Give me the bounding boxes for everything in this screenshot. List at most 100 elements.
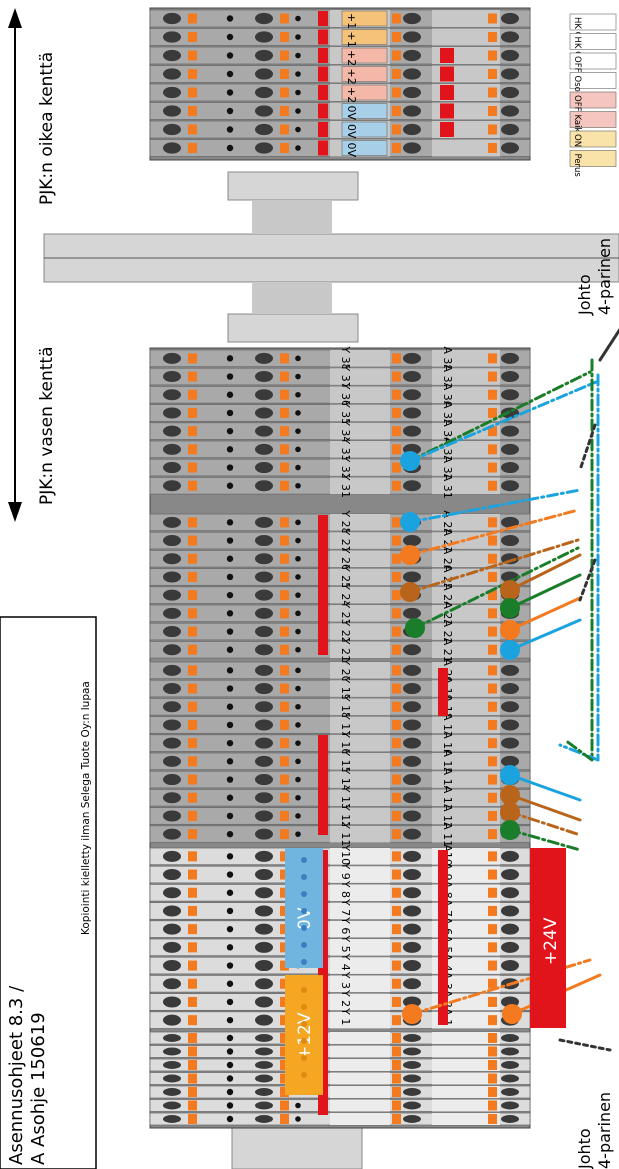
y-terminal-label: Y 8 bbox=[339, 880, 352, 898]
jumper-bar bbox=[318, 11, 328, 26]
screw-icon bbox=[501, 12, 519, 25]
screw-icon bbox=[403, 1061, 421, 1069]
screw-icon bbox=[255, 626, 273, 638]
spring-clamp-icon bbox=[280, 87, 289, 98]
spring-clamp-icon bbox=[488, 1087, 497, 1097]
spring-clamp-icon bbox=[188, 644, 197, 655]
screw-icon bbox=[163, 905, 181, 917]
y-terminal-label: Y 36 bbox=[339, 382, 352, 407]
spring-clamp-icon bbox=[488, 480, 497, 491]
a-terminal-label: A 36 bbox=[441, 383, 454, 408]
screw-icon bbox=[163, 480, 181, 492]
wire-terminal-dot bbox=[400, 451, 420, 471]
screw-icon bbox=[255, 12, 273, 25]
test-point-icon bbox=[226, 1088, 234, 1096]
wire-green-dashdot bbox=[563, 738, 594, 762]
screw-icon bbox=[163, 425, 181, 437]
spring-clamp-icon bbox=[188, 517, 197, 528]
wire-terminal-dot bbox=[400, 512, 420, 532]
spring-clamp-icon bbox=[488, 851, 497, 862]
lower-terminal-row: Y 4A 4 bbox=[149, 953, 531, 975]
lower-terminal-row: Y 21 A 21 bbox=[149, 637, 531, 663]
screw-icon bbox=[163, 960, 181, 972]
test-point-icon bbox=[295, 34, 301, 40]
y-terminal-label: Y 31 bbox=[339, 473, 352, 498]
spring-clamp-icon bbox=[188, 535, 197, 546]
screw-icon bbox=[501, 425, 519, 437]
screw-icon bbox=[403, 142, 421, 154]
y-terminal-label: Y 6 bbox=[339, 916, 352, 934]
spring-clamp-icon bbox=[188, 426, 197, 437]
screw-icon bbox=[255, 425, 273, 437]
wire-green-dashdot bbox=[413, 546, 580, 630]
supply-dot bbox=[301, 908, 307, 914]
screw-icon bbox=[501, 105, 519, 117]
spring-clamp-icon bbox=[280, 665, 289, 676]
wire-terminal-dot bbox=[400, 582, 420, 602]
screw-icon bbox=[403, 49, 421, 62]
y-terminal-label: Y 23 bbox=[339, 600, 352, 625]
test-point-icon bbox=[226, 519, 234, 526]
spring-clamp-icon bbox=[488, 535, 497, 546]
spring-clamp-icon bbox=[280, 701, 289, 712]
test-point-icon bbox=[226, 15, 234, 22]
right-field-label: PJK:n oikea kenttä bbox=[37, 52, 57, 205]
test-point-icon bbox=[226, 610, 234, 617]
spring-clamp-icon bbox=[188, 719, 197, 730]
wire-blue bbox=[508, 618, 582, 652]
y-terminal-label: Y 35 bbox=[339, 400, 352, 425]
cable-top-line1: Johto bbox=[575, 274, 594, 316]
screw-icon bbox=[501, 719, 519, 731]
supply-24v-label: +24V bbox=[541, 917, 561, 965]
spring-clamp-icon bbox=[392, 905, 401, 916]
legend-label: Kaikki bbox=[572, 115, 582, 140]
spring-clamp-icon bbox=[280, 69, 289, 79]
a-terminal-label: A 15 bbox=[441, 749, 454, 774]
spring-clamp-icon bbox=[488, 1015, 497, 1026]
wires bbox=[400, 328, 619, 1052]
spring-clamp-icon bbox=[392, 960, 401, 971]
lower-terminal-row: Y 15 A 15 bbox=[149, 748, 531, 774]
screw-icon bbox=[403, 755, 421, 767]
y-terminal-label: Y 24 bbox=[339, 582, 352, 607]
y-terminal-label: Y 37 bbox=[339, 364, 352, 389]
jumper-bar bbox=[318, 48, 328, 63]
cable-pointer-dashed bbox=[558, 1038, 612, 1052]
upper-terminal-label: 0V bbox=[345, 124, 358, 139]
test-point-icon bbox=[295, 126, 301, 133]
lower-terminal-row: Y 38 A 38 bbox=[149, 345, 531, 371]
spring-clamp-icon bbox=[280, 1100, 289, 1111]
screw-icon bbox=[403, 850, 421, 862]
test-point-icon bbox=[226, 409, 234, 417]
test-point-icon bbox=[226, 126, 234, 133]
spring-clamp-icon bbox=[488, 143, 497, 153]
spring-clamp-icon bbox=[392, 444, 401, 455]
screw-icon bbox=[163, 850, 181, 862]
supply-dot bbox=[301, 959, 307, 965]
screw-icon bbox=[163, 389, 181, 401]
spring-clamp-icon bbox=[392, 143, 401, 153]
spring-clamp-icon bbox=[188, 829, 197, 840]
y-terminal-label: Y 15 bbox=[339, 748, 352, 773]
jumper-bar bbox=[318, 140, 328, 156]
spring-clamp-icon bbox=[488, 887, 497, 898]
spring-clamp-icon bbox=[392, 756, 401, 767]
screw-icon bbox=[255, 1115, 273, 1123]
spring-clamp-icon bbox=[280, 644, 289, 655]
legend-label: Perus bbox=[572, 154, 582, 178]
screw-icon bbox=[163, 49, 181, 62]
screw-icon bbox=[403, 31, 421, 43]
screw-icon bbox=[255, 142, 273, 154]
spring-clamp-icon bbox=[188, 462, 197, 473]
spring-clamp-icon bbox=[188, 106, 197, 116]
spring-clamp-icon bbox=[488, 1073, 497, 1084]
screw-icon bbox=[255, 978, 273, 990]
screw-icon bbox=[501, 850, 519, 862]
spring-clamp-icon bbox=[188, 87, 197, 98]
legend-swatch bbox=[569, 130, 617, 148]
test-point-icon bbox=[226, 1102, 234, 1109]
screw-icon bbox=[501, 664, 519, 676]
y-terminal-label: Y 1 bbox=[339, 1007, 352, 1025]
spring-clamp-icon bbox=[392, 701, 401, 712]
screw-icon bbox=[403, 923, 421, 935]
